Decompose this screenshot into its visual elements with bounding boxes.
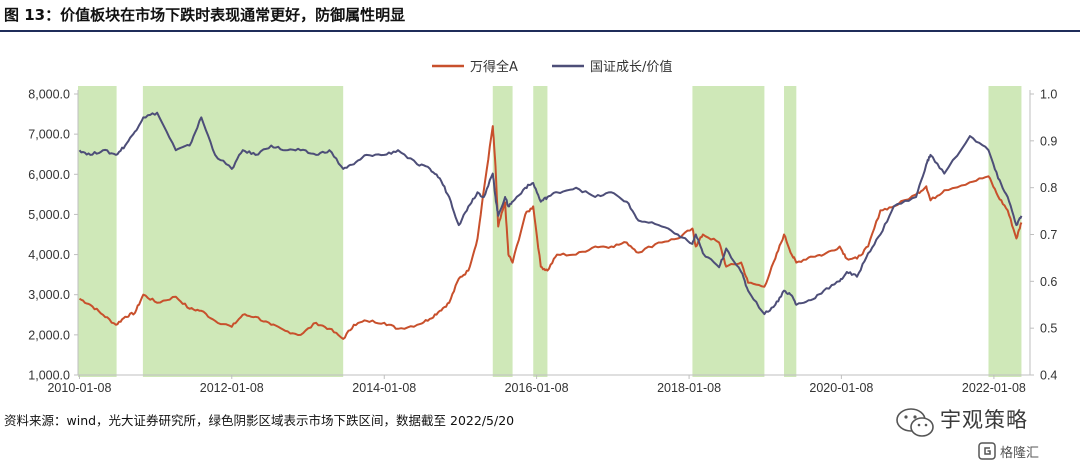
line-chart: 1,000.0 2,000.0 3,000.0 4,000.0 5,000.0 6,000… [28,59,1057,396]
legend-label: 万得全A [470,59,518,75]
axes: 1,000.0 2,000.0 3,000.0 4,000.0 5,000.0 6,000… [28,88,1057,396]
x-tick-label: 2022-01-08 [962,381,1026,395]
left-tick-label: 5,000.0 [28,208,70,222]
wechat-icon [896,408,934,437]
gelonghui-logo-icon [978,442,996,460]
x-tick-label: 2010-01-08 [47,381,111,395]
right-tick-label: 0.4 [1040,369,1057,383]
watermark-brand: 宇观策略 [940,408,1028,432]
shaded-region [533,86,548,377]
x-tick-label: 2018-01-08 [657,381,721,395]
figure-title: 图 13：价值板块在市场下跌时表现通常更好，防御属性明显 [4,6,406,24]
right-tick-label: 0.9 [1040,134,1057,148]
left-tick-label: 8,000.0 [28,88,70,102]
source-note: 资料来源：wind，光大证券研究所，绿色阴影区域表示市场下跌区间，数据截至 20… [4,413,515,428]
left-tick-label: 2,000.0 [28,328,70,342]
shaded-region [492,86,513,377]
shaded-region [784,86,797,377]
series-line [78,125,1023,340]
left-tick-label: 6,000.0 [28,168,70,182]
x-tick-label: 2020-01-08 [809,381,873,395]
left-tick-label: 1,000.0 [28,369,70,383]
right-tick-label: 0.6 [1040,275,1057,289]
legend: 万得全A 国证成长/价值 [432,59,672,75]
right-tick-label: 1.0 [1040,88,1057,102]
shaded-region [78,86,117,377]
left-tick-label: 4,000.0 [28,248,70,262]
right-tick-label: 0.7 [1040,228,1057,242]
x-tick-label: 2012-01-08 [200,381,264,395]
right-tick-label: 0.5 [1040,322,1057,336]
shaded-region [988,86,1022,377]
shaded-regions [78,86,1022,377]
right-tick-label: 0.8 [1040,181,1057,195]
watermark-sub: 格隆汇 [1000,446,1040,461]
shaded-region [142,86,344,377]
legend-label: 国证成长/价值 [590,59,672,75]
series-line [78,111,1023,316]
x-tick-label: 2016-01-08 [505,381,569,395]
title-rule [0,30,1080,32]
left-tick-label: 3,000.0 [28,288,70,302]
left-tick-label: 7,000.0 [28,128,70,142]
shaded-region [692,86,765,377]
watermark: 宇观策略 格隆汇 [880,404,1075,466]
series-lines [78,111,1023,340]
x-tick-label: 2014-01-08 [352,381,416,395]
